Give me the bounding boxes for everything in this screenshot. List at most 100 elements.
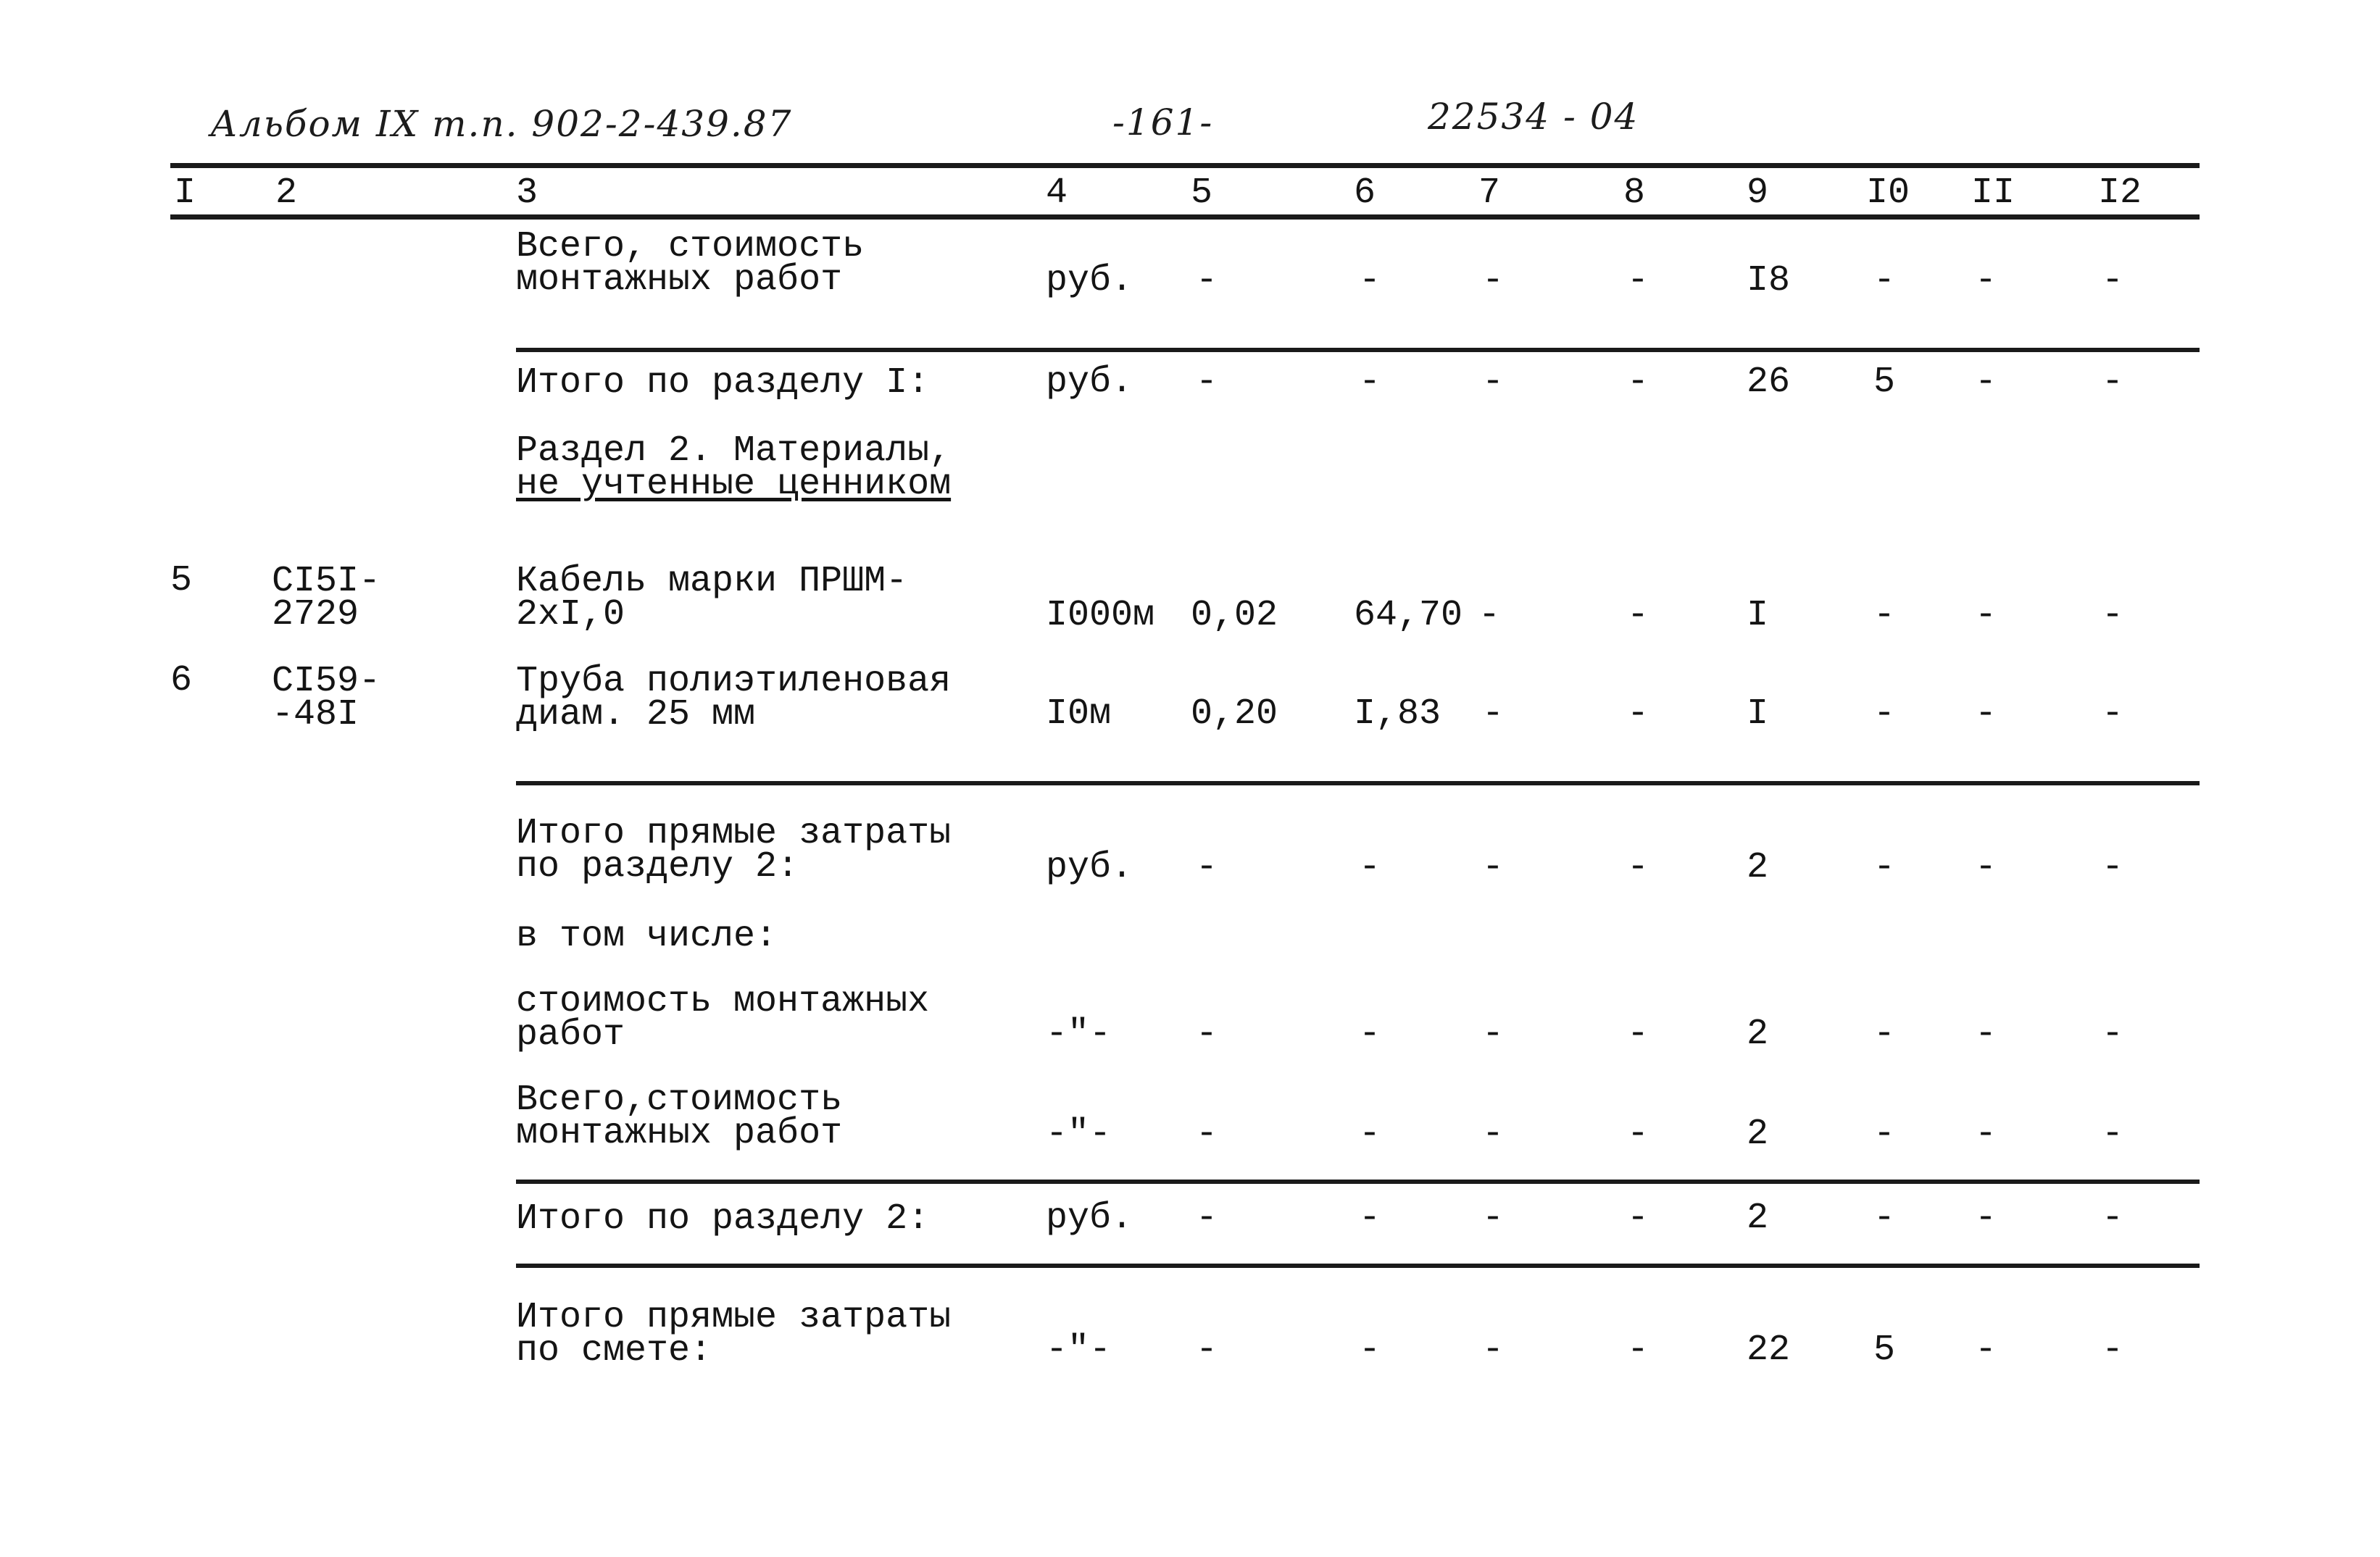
column-number-9: 9 [1747,172,1769,214]
col10-cell: - [1873,1114,1896,1155]
unit-cell: руб. [1046,847,1133,888]
col12-cell: - [2102,362,2124,403]
column-header-rule [170,214,2200,220]
col10-cell: - [1873,1198,1896,1239]
col5-cell: - [1196,1198,1218,1239]
col11-cell: - [1975,1198,1997,1239]
document-code: 22534 - 04 [1428,96,1639,138]
table-row-description: Итого по разделу 2: [516,1198,930,1240]
col7-cell: - [1482,847,1505,888]
col8-cell: - [1627,1114,1649,1155]
col6-cell: - [1359,847,1381,888]
col6-cell: - [1359,1014,1381,1055]
position-number: 5 [170,560,193,601]
table-row-description: Всего, стоимость монтажных работ [516,226,865,301]
col10-cell: - [1873,260,1896,301]
album-reference: Альбом IX т.п. 902-2-439.87 [210,103,793,145]
col10-cell: - [1873,595,1896,636]
col7-cell: - [1482,362,1505,403]
col12-cell: - [2102,1329,2124,1371]
col11-cell: - [1975,260,1997,301]
col8-cell: - [1627,1329,1649,1371]
table-row-description: в том числе: [516,916,778,957]
col12-cell: - [2102,693,2124,735]
col5-cell: - [1196,1114,1218,1155]
table-row-description: Всего,стоимость монтажных работ [516,1080,843,1154]
section-rule [516,1180,2200,1184]
section-rule [516,348,2200,352]
column-number-12: I2 [2098,172,2142,214]
col6-cell: - [1359,1198,1381,1239]
col9-cell: I8 [1747,260,1791,301]
unit-cell: руб. [1046,362,1133,403]
col7-cell: - [1482,1114,1505,1155]
unit-cell: I0м [1046,693,1112,735]
position-number: 6 [170,660,193,701]
col9-cell: 22 [1747,1329,1791,1371]
col10-cell: 5 [1873,362,1896,403]
col5-cell: - [1196,260,1218,301]
column-number-6: 6 [1354,172,1376,214]
column-number-5: 5 [1191,172,1213,214]
col7-cell: - [1482,1329,1505,1371]
section-rule [516,1264,2200,1268]
section-heading: Раздел 2. Материалы, не учтенные ценником [516,430,952,505]
table-row-description: Кабель марки ПРШМ- 2xI,0 [516,561,908,635]
col8-cell: - [1627,847,1649,888]
col8-cell: - [1627,595,1649,636]
col11-cell: - [1975,595,1997,636]
col6-cell: - [1359,1114,1381,1155]
col5-cell: - [1196,847,1218,888]
col9-cell: 2 [1747,1114,1769,1155]
col9-cell: 2 [1747,1198,1769,1239]
unit-cell: руб. [1046,260,1133,301]
col6-cell: - [1359,1329,1381,1371]
col10-cell: - [1873,1014,1896,1055]
col10-cell: - [1873,693,1896,735]
col12-cell: - [2102,260,2124,301]
col5-cell: - [1196,1014,1218,1055]
col11-cell: - [1975,1329,1997,1371]
col12-cell: - [2102,1198,2124,1239]
col8-cell: - [1627,1198,1649,1239]
unit-cell: I000м [1046,595,1155,636]
col5-cell: - [1196,362,1218,403]
page-number: -161- [1112,101,1214,143]
col8-cell: - [1627,362,1649,403]
table-row-description: Итого по разделу I: [516,362,930,404]
col12-cell: - [2102,847,2124,888]
column-number-7: 7 [1478,172,1501,214]
col9-cell: I [1747,693,1769,735]
col11-cell: - [1975,693,1997,735]
col7-cell: - [1478,595,1501,636]
column-number-4: 4 [1046,172,1068,214]
column-number-11: II [1971,172,2015,214]
col6-cell: - [1359,260,1381,301]
col8-cell: - [1627,693,1649,735]
col5-cell: 0,20 [1191,693,1278,735]
price-code: CI59- -48I [272,661,381,735]
col9-cell: 2 [1747,1014,1769,1055]
col7-cell: - [1482,260,1505,301]
top-rule [170,163,2200,168]
column-number-1: I [174,172,196,214]
unit-cell: -"- [1046,1114,1112,1155]
col11-cell: - [1975,1014,1997,1055]
price-code: CI5I- 2729 [272,561,381,635]
col11-cell: - [1975,362,1997,403]
col8-cell: - [1627,260,1649,301]
col6-cell: - [1359,362,1381,403]
col9-cell: 2 [1747,847,1769,888]
col5-cell: 0,02 [1191,595,1278,636]
section-rule [516,781,2200,785]
col7-cell: - [1482,1014,1505,1055]
table-row-description: Итого прямые затраты по смете: [516,1297,952,1372]
col10-cell: 5 [1873,1329,1896,1371]
unit-cell: -"- [1046,1014,1112,1055]
column-number-3: 3 [516,172,538,214]
col11-cell: - [1975,847,1997,888]
col8-cell: - [1627,1014,1649,1055]
column-number-10: I0 [1866,172,1910,214]
unit-cell: руб. [1046,1198,1133,1239]
